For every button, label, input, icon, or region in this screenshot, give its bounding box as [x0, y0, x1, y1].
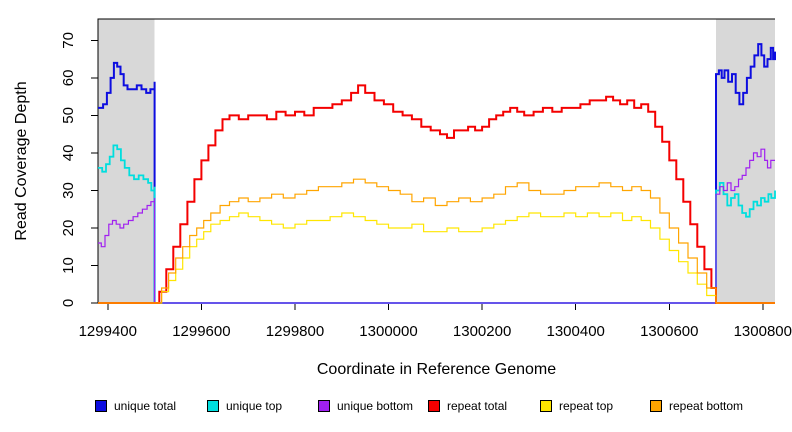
y-tick-label: 50 — [60, 107, 77, 124]
legend-item-repeat-top: repeat top — [540, 399, 613, 413]
legend-item-repeat-total: repeat total — [428, 399, 507, 413]
y-tick-label: 70 — [60, 32, 77, 49]
y-tick-label: 20 — [60, 220, 77, 237]
y-tick-label: 40 — [60, 145, 77, 162]
legend-label-unique-total: unique total — [114, 399, 177, 413]
legend-item-unique-bottom: unique bottom — [318, 399, 413, 413]
legend-label-unique-bottom: unique bottom — [337, 399, 414, 413]
legend-item-repeat-bottom: repeat bottom — [650, 399, 743, 413]
y-axis-title: Read Coverage Depth — [13, 81, 30, 241]
legend-item-unique-total: unique total — [95, 399, 176, 413]
x-tick-label: 1300200 — [453, 323, 511, 340]
y-axis: 0 10 20 30 40 50 60 70 — [60, 32, 98, 307]
x-tick-label: 1299600 — [172, 323, 230, 340]
x-tick-label: 1300000 — [359, 323, 417, 340]
legend-label-repeat-top: repeat top — [559, 399, 614, 413]
series-line-repeat-bottom — [98, 178, 775, 304]
series-line-repeat-total — [98, 84, 775, 304]
series-line-repeat-top — [98, 212, 775, 304]
series-line-unique-top — [98, 144, 776, 304]
legend-swatch-repeat-total — [428, 400, 440, 412]
left-flank-unique-region — [98, 19, 155, 303]
y-tick-label: 0 — [60, 299, 77, 307]
legend-item-unique-top: unique top — [207, 399, 282, 413]
x-tick-label: 1300600 — [640, 323, 698, 340]
legend-swatch-repeat-top — [540, 400, 552, 412]
legend-swatch-repeat-bottom — [650, 400, 662, 412]
legend-swatch-unique-top — [207, 400, 219, 412]
y-tick-label: 30 — [60, 182, 77, 199]
legend-swatch-unique-bottom — [318, 400, 330, 412]
x-tick-label: 1300800 — [734, 323, 792, 340]
legend-label-repeat-bottom: repeat bottom — [669, 399, 744, 413]
x-tick-label: 1300400 — [546, 323, 604, 340]
x-tick-label: 1299800 — [266, 323, 324, 340]
legend-swatch-unique-total — [95, 400, 107, 412]
y-tick-label: 10 — [60, 257, 77, 274]
x-axis-title: Coordinate in Reference Genome — [316, 361, 557, 378]
x-tick-label: 1299400 — [79, 323, 137, 340]
legend-label-repeat-total: repeat total — [447, 399, 508, 413]
y-tick-label: 60 — [60, 70, 77, 87]
series-line-unique-total — [98, 43, 776, 304]
legend-label-unique-top: unique top — [226, 399, 283, 413]
x-axis: 1299400 1299600 1299800 1300000 1300200 13004… — [79, 303, 792, 340]
series-line-unique-bottom — [98, 148, 775, 304]
